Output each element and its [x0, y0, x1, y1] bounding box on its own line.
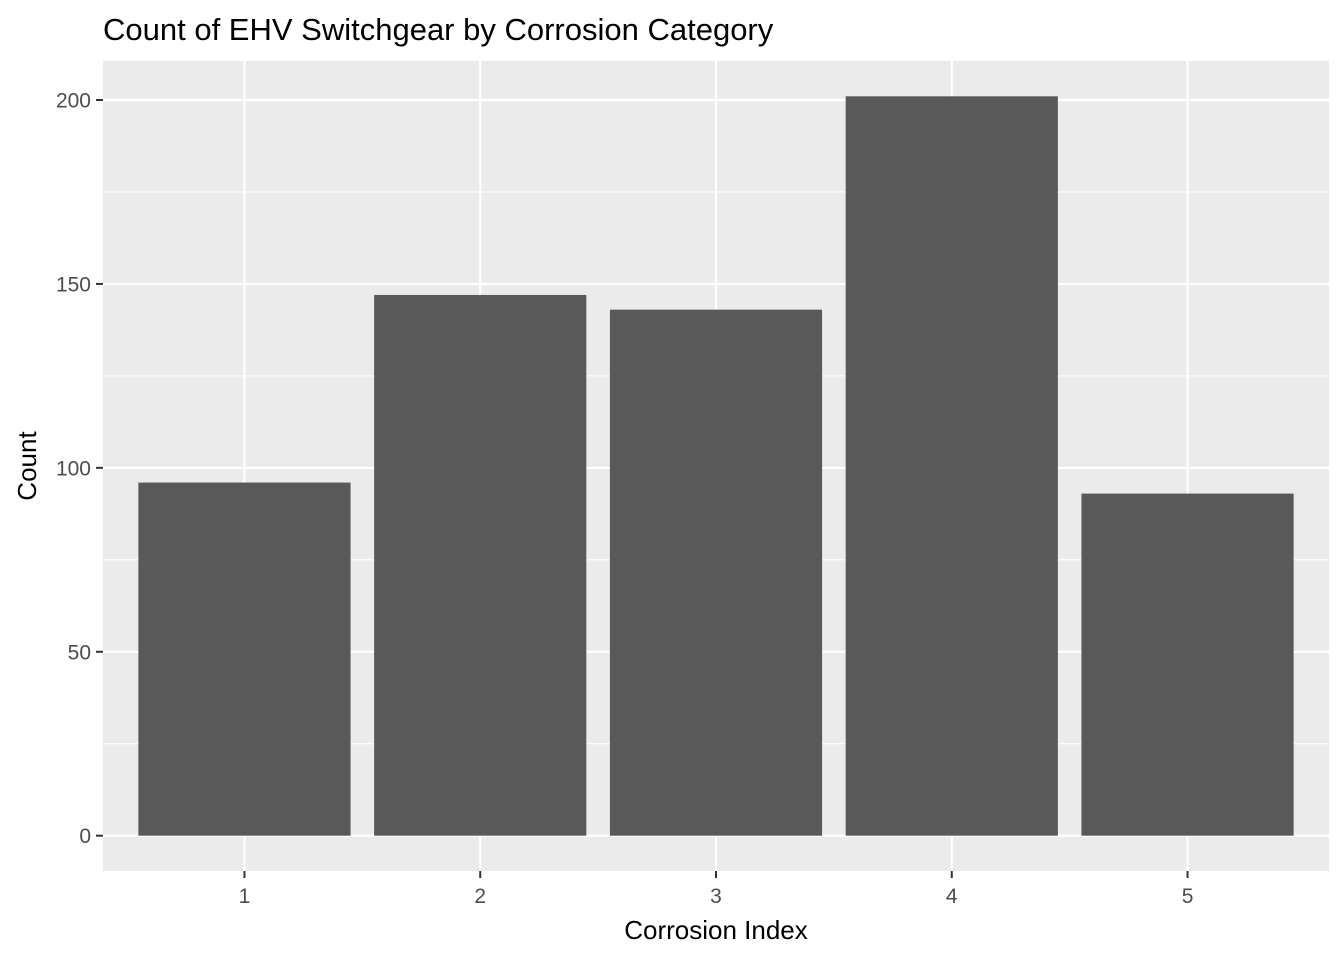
x-axis: 1 2 3 4 5 — [239, 871, 1194, 908]
bar-5 — [1081, 493, 1294, 836]
y-tick-label: 150 — [56, 273, 91, 296]
bar-4 — [845, 96, 1058, 836]
bar-2 — [374, 294, 587, 836]
x-tick-label: 2 — [474, 885, 486, 908]
y-axis-title: Count — [12, 431, 42, 501]
y-axis: 0 50 100 150 200 — [56, 89, 103, 848]
x-axis-title: Corrosion Index — [624, 915, 808, 945]
y-tick-label: 50 — [68, 641, 91, 664]
x-tick-label: 3 — [710, 885, 722, 908]
bars — [138, 96, 1294, 836]
x-tick-label: 5 — [1182, 885, 1194, 908]
y-tick-label: 100 — [56, 457, 91, 480]
x-tick-label: 1 — [239, 885, 251, 908]
x-tick-label: 4 — [946, 885, 958, 908]
y-tick-label: 0 — [79, 825, 91, 848]
chart-title: Count of EHV Switchgear by Corrosion Cat… — [103, 12, 774, 47]
bar-3 — [609, 309, 823, 836]
bar-1 — [138, 482, 351, 836]
y-tick-label: 200 — [56, 89, 91, 112]
